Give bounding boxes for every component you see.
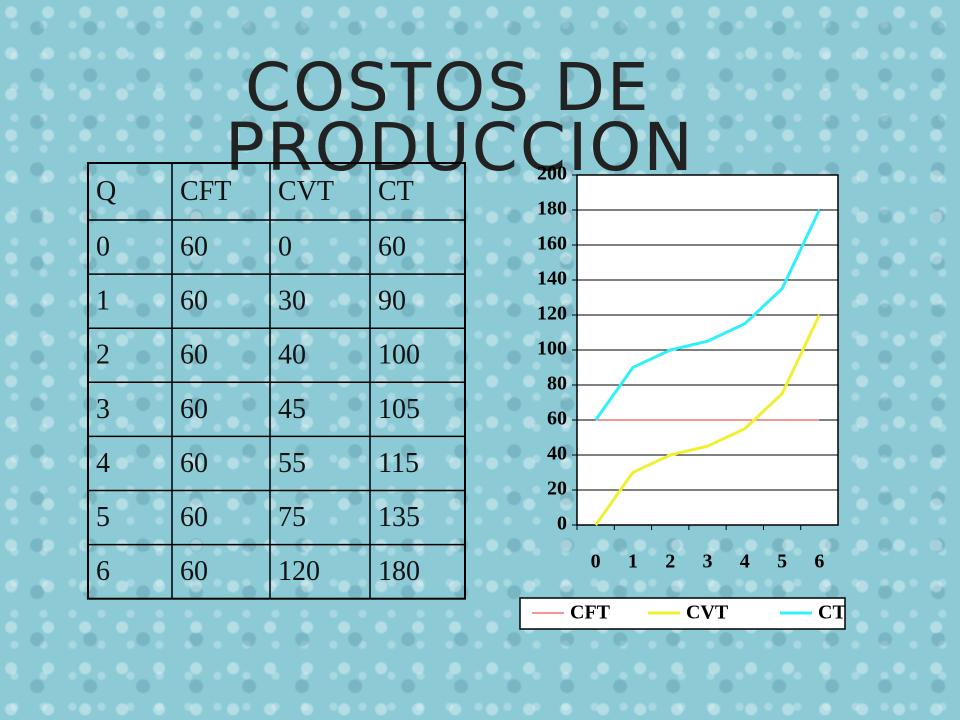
table-cell: 60 — [180, 502, 208, 533]
table-cell: 0 — [278, 231, 292, 262]
table-cell: 60 — [180, 340, 208, 371]
series-line — [594, 209, 821, 421]
table-cell: 55 — [278, 448, 306, 479]
table-cell: 30 — [278, 286, 306, 317]
title-line: COSTOS DE — [245, 49, 651, 126]
y-tick-label: 140 — [537, 268, 567, 290]
table-cell: 90 — [378, 286, 406, 317]
legend-label: CVT — [686, 602, 729, 624]
table-border — [87, 162, 466, 600]
table-cell: 115 — [378, 448, 419, 479]
table-cell: 105 — [378, 394, 420, 425]
x-tick-label: 3 — [703, 551, 713, 573]
table-cell: 180 — [378, 556, 420, 587]
y-tick-label: 80 — [547, 373, 567, 395]
x-tick-label: 4 — [740, 551, 750, 573]
y-tick-label: 0 — [557, 513, 567, 535]
legend-label: CT — [818, 602, 846, 624]
table-cell: 60 — [180, 556, 208, 587]
table-header-cell: CT — [378, 176, 414, 207]
y-tick-label: 40 — [547, 443, 567, 465]
table-header-cell: CVT — [278, 176, 334, 207]
legend-label: CFT — [570, 602, 611, 624]
table-cell: 6 — [96, 556, 110, 587]
table-cell: 5 — [96, 502, 110, 533]
y-tick-label: 120 — [537, 303, 567, 325]
x-tick-label: 5 — [777, 551, 787, 573]
table-cell: 60 — [180, 286, 208, 317]
x-tick-label: 0 — [591, 551, 601, 573]
table-header-cell: CFT — [180, 176, 231, 207]
series-line — [594, 314, 821, 526]
x-tick-label: 6 — [814, 551, 824, 573]
table-cell: 4 — [96, 448, 110, 479]
x-tick-label: 1 — [628, 551, 638, 573]
table-cell: 40 — [278, 340, 306, 371]
table-cell: 60 — [180, 231, 208, 262]
table-cell: 45 — [278, 394, 306, 425]
plot-border — [576, 174, 839, 526]
x-tick-label: 2 — [665, 551, 675, 573]
table-cell: 2 — [96, 340, 110, 371]
table-cell: 60 — [180, 448, 208, 479]
table-cell: 75 — [278, 502, 306, 533]
title-line: PRODUCCION — [225, 109, 695, 186]
table-cell: 1 — [96, 286, 110, 317]
y-tick-label: 160 — [537, 233, 567, 255]
table-cell: 0 — [96, 231, 110, 262]
table-cell: 100 — [378, 340, 420, 371]
table-header-cell: Q — [96, 176, 116, 207]
y-tick-label: 180 — [537, 198, 567, 220]
table-cell: 135 — [378, 502, 420, 533]
y-tick-label: 20 — [547, 478, 567, 500]
y-tick-label: 60 — [547, 408, 567, 430]
table-cell: 3 — [96, 394, 110, 425]
table-cell: 120 — [278, 556, 320, 587]
y-tick-label: 200 — [537, 163, 567, 185]
table-cell: 60 — [180, 394, 208, 425]
y-tick-label: 100 — [537, 338, 567, 360]
table-cell: 60 — [378, 231, 406, 262]
